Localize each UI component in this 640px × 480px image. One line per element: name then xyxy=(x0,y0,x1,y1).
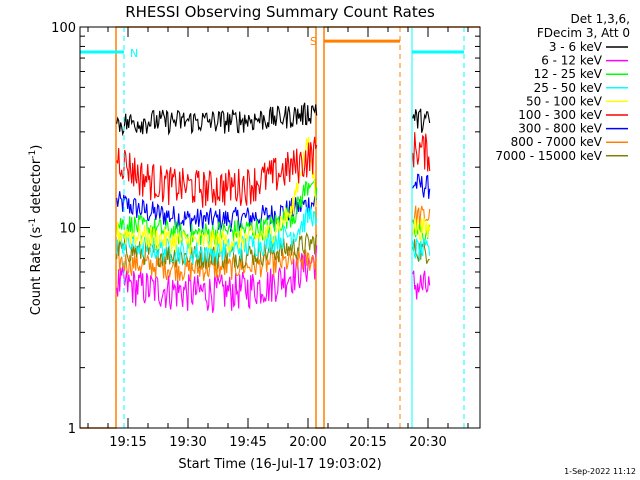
y-axis-label: Count Rate (s-1 detector-1) xyxy=(28,145,44,316)
series-line-100-300-kev-segment-2 xyxy=(412,132,431,172)
series-line-25-50-kev-segment-2 xyxy=(412,237,431,261)
legend-label-7: 300 - 800 keV xyxy=(518,122,602,136)
legend-label-8: 800 - 7000 keV xyxy=(511,135,603,149)
series-line-800-7000-kev-segment-2 xyxy=(412,205,431,228)
y-axis-label-exponent-1: -1 xyxy=(28,218,38,227)
chart-marks: NS xyxy=(79,26,480,429)
legend-label-6: 100 - 300 keV xyxy=(518,108,602,122)
y-tick-label-2: 10 xyxy=(59,222,76,237)
legend-header-line-1: Det 1,3,6, xyxy=(571,12,631,26)
y-axis-label-end: ) xyxy=(29,145,44,150)
legend-label-9: 7000 - 15000 keV xyxy=(495,149,602,163)
y-axis-label-middle: detector xyxy=(29,158,44,218)
x-axis-ticks: 19:15 19:30 19:45 20:00 20:15 20:30 xyxy=(87,27,469,450)
series-line-25-50-kev-segment-1 xyxy=(116,206,318,266)
legend-label-2: 6 - 12 keV xyxy=(541,54,603,68)
series-line-3-6-kev-segment-2 xyxy=(412,108,431,133)
legend-label-4: 25 - 50 keV xyxy=(534,81,603,95)
series-line-800-7000-kev-segment-1 xyxy=(116,249,318,282)
x-tick-label-3: 19:45 xyxy=(229,435,266,450)
x-tick-label-2: 19:30 xyxy=(169,435,206,450)
series-line-6-12-kev-segment-1 xyxy=(116,245,318,313)
legend-label-3: 12 - 25 keV xyxy=(534,67,603,81)
y-tick-label-1: 1 xyxy=(68,422,76,437)
chart-title: RHESSI Observing Summary Count Rates xyxy=(125,3,435,21)
legend-header-line-2: FDecim 3, Att 0 xyxy=(537,26,630,40)
night-interval-label: N xyxy=(130,47,138,60)
series-line-6-12-kev-segment-2 xyxy=(412,270,431,300)
x-tick-label-1: 19:15 xyxy=(109,435,146,450)
legend-label-5: 50 - 100 keV xyxy=(526,94,603,108)
x-tick-label-6: 20:30 xyxy=(409,435,446,450)
x-tick-label-5: 20:15 xyxy=(349,435,386,450)
y-axis-label-exponent-2: -1 xyxy=(28,150,38,159)
series-line-3-6-kev-segment-1 xyxy=(116,102,318,137)
y-axis-label-main: Count Rate (s xyxy=(29,227,44,316)
y-axis-ticks: 1 10 100 xyxy=(51,21,480,437)
series-line-50-100-kev-segment-1 xyxy=(116,137,318,255)
x-axis-label: Start Time (16-Jul-17 19:03:02) xyxy=(178,457,381,472)
footer-timestamp: 1-Sep-2022 11:12 xyxy=(564,467,636,476)
series-line-300-800-kev-segment-2 xyxy=(412,173,431,199)
x-tick-label-4: 20:00 xyxy=(289,435,326,450)
y-tick-label-3: 100 xyxy=(51,21,76,36)
series-line-50-100-kev-segment-2 xyxy=(412,217,431,242)
legend-label-1: 3 - 6 keV xyxy=(549,40,603,54)
series-line-100-300-kev-segment-1 xyxy=(116,136,318,208)
saa-interval-label: S xyxy=(310,35,317,48)
